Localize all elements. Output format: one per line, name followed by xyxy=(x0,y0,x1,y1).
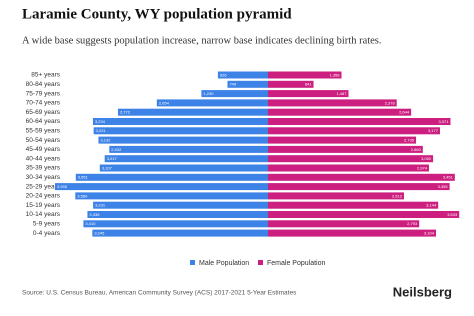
bar xyxy=(268,220,420,228)
bar xyxy=(75,173,268,181)
value-label: 3,144 xyxy=(426,203,437,208)
value-label: 3,336 xyxy=(89,212,100,217)
bar xyxy=(268,99,397,107)
value-label: 3,245 xyxy=(94,230,105,235)
y-tick-label: 75-79 years xyxy=(26,90,61,97)
y-tick-label: 15-19 years xyxy=(26,202,61,209)
value-label: 3,560 xyxy=(77,193,88,198)
value-label: 3,231 xyxy=(95,203,106,208)
bar xyxy=(99,164,269,172)
y-tick-label: 0-4 years xyxy=(33,230,61,237)
bar xyxy=(227,80,268,88)
value-label: 2,735 xyxy=(404,137,415,142)
bar xyxy=(93,201,269,209)
y-tick-label: 55-59 years xyxy=(26,128,61,135)
bar xyxy=(268,118,451,125)
bar xyxy=(268,192,404,200)
legend-swatch xyxy=(258,260,263,265)
bar xyxy=(217,71,268,79)
value-label: 2,054 xyxy=(159,100,170,105)
bar xyxy=(268,201,439,209)
bar xyxy=(156,99,268,107)
bar xyxy=(268,155,434,163)
bar xyxy=(268,127,440,135)
bar xyxy=(92,229,268,237)
bar xyxy=(75,192,268,200)
value-label: 3,234 xyxy=(95,119,106,124)
value-label: 3,451 xyxy=(443,175,454,180)
value-label: 3,410 xyxy=(85,221,96,226)
bar xyxy=(268,108,412,116)
value-label: 3,935 xyxy=(57,184,68,189)
chart-title: Laramie County, WY population pyramid xyxy=(22,6,292,22)
bar xyxy=(55,183,268,191)
value-label: 2,772 xyxy=(120,110,131,115)
bar xyxy=(268,183,450,191)
y-tick-label: 30-34 years xyxy=(26,174,61,181)
value-label: 2,974 xyxy=(417,165,428,170)
value-label: 1,358 xyxy=(329,72,340,77)
bar xyxy=(104,155,268,163)
value-label: 2,793 xyxy=(407,221,418,226)
value-label: 2,512 xyxy=(392,193,403,198)
y-tick-label: 20-24 years xyxy=(26,193,61,200)
bar xyxy=(268,136,417,144)
value-label: 3,017 xyxy=(107,156,118,161)
bar xyxy=(268,90,349,98)
bar xyxy=(268,145,423,153)
y-tick-label: 45-49 years xyxy=(26,146,61,153)
y-tick-label: 70-74 years xyxy=(26,100,61,107)
value-label: 3,371 xyxy=(438,119,449,124)
value-label: 3,177 xyxy=(428,128,439,133)
legend-label: Female Population xyxy=(267,260,325,267)
y-tick-label: 60-64 years xyxy=(26,118,61,125)
y-tick-label: 10-14 years xyxy=(26,211,61,218)
value-label: 926 xyxy=(220,72,227,77)
bar xyxy=(268,71,342,79)
bar xyxy=(268,80,314,88)
bar xyxy=(268,164,429,172)
bar xyxy=(83,220,268,228)
y-tick-label: 35-39 years xyxy=(26,165,61,172)
bar xyxy=(109,145,268,153)
value-label: 2,860 xyxy=(411,147,422,152)
value-label: 1,487 xyxy=(336,91,347,96)
bar xyxy=(268,229,437,237)
legend-label: Male Population xyxy=(199,260,249,267)
value-label: 3,551 xyxy=(78,175,89,180)
bar xyxy=(268,173,455,181)
bar xyxy=(92,118,268,125)
y-tick-label: 5-9 years xyxy=(33,221,61,228)
y-tick-label: 40-44 years xyxy=(26,155,61,162)
y-tick-label: 85+ years xyxy=(31,72,60,79)
y-tick-label: 65-69 years xyxy=(26,109,61,116)
value-label: 2,932 xyxy=(111,147,122,152)
brand: Neilsberg xyxy=(393,284,452,299)
y-tick-label: 80-84 years xyxy=(26,81,61,88)
value-label: 3,533 xyxy=(447,212,458,217)
bar xyxy=(93,127,269,135)
value-label: 2,378 xyxy=(385,100,396,105)
y-tick-label: 25-29 years xyxy=(26,183,61,190)
source: Source: U.S. Census Bureau, American Com… xyxy=(22,290,297,297)
value-label: 2,644 xyxy=(399,110,410,115)
value-label: 3,221 xyxy=(96,128,107,133)
bar xyxy=(268,211,460,218)
bar xyxy=(117,108,268,116)
bar xyxy=(201,90,268,98)
legend-swatch xyxy=(190,260,195,265)
value-label: 3,104 xyxy=(424,230,435,235)
bar xyxy=(87,211,268,218)
value-label: 3,050 xyxy=(421,156,432,161)
bar xyxy=(98,136,269,144)
value-label: 3,355 xyxy=(438,184,449,189)
chart-subtitle: A wide base suggests population increase… xyxy=(22,35,382,46)
value-label: 1,230 xyxy=(203,91,214,96)
value-label: 3,107 xyxy=(102,165,113,170)
value-label: 749 xyxy=(229,82,236,87)
value-label: 3,132 xyxy=(100,137,111,142)
y-tick-label: 50-54 years xyxy=(26,137,61,144)
value-label: 841 xyxy=(305,82,312,87)
